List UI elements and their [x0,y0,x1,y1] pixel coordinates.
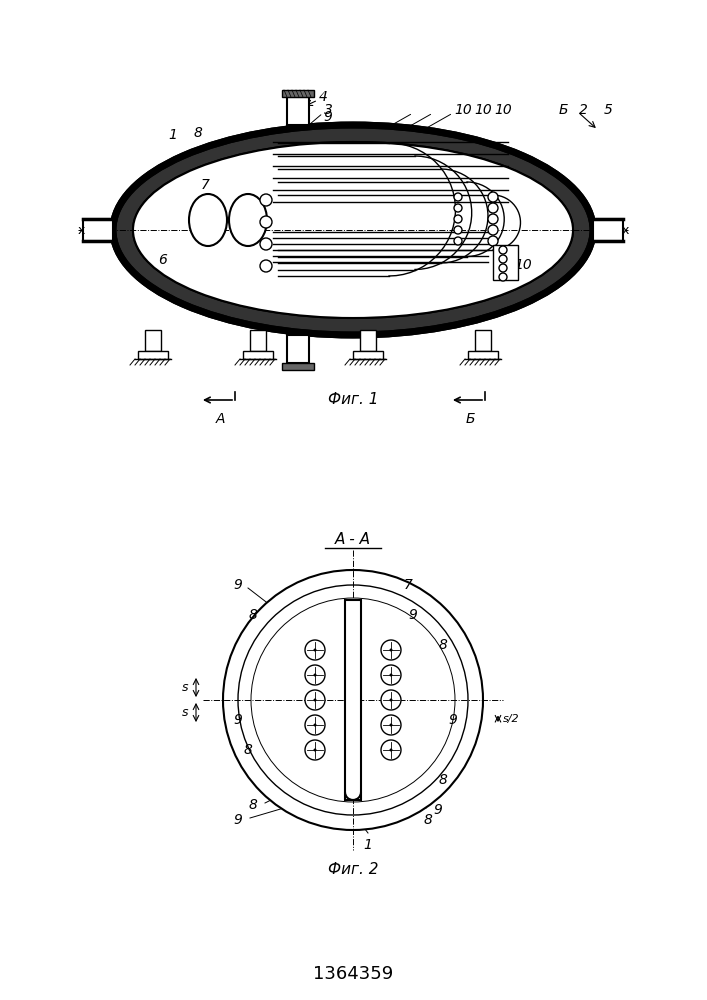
Circle shape [305,640,325,660]
Text: Фиг. 1: Фиг. 1 [328,392,378,408]
Text: 8: 8 [438,638,448,652]
Text: x: x [621,224,629,236]
Text: 1: 1 [363,838,373,852]
Circle shape [390,748,392,752]
Bar [493,245,518,280]
Text: 2: 2 [578,103,588,117]
Circle shape [454,237,462,245]
Circle shape [313,648,317,652]
Text: 8: 8 [194,126,202,140]
Circle shape [499,255,507,263]
Circle shape [260,194,272,206]
Bar [345,600,361,800]
Ellipse shape [133,142,573,318]
Circle shape [260,216,272,228]
Text: x: x [77,224,85,236]
Text: 7: 7 [201,178,209,192]
Text: 3: 3 [324,103,332,117]
Circle shape [454,204,462,212]
Text: 10: 10 [454,103,472,117]
Circle shape [305,715,325,735]
Circle shape [260,260,272,272]
Text: 9: 9 [409,608,417,622]
Circle shape [305,690,325,710]
Text: 7: 7 [404,578,412,592]
Text: s: s [182,706,188,719]
Text: Фиг. 2: Фиг. 2 [328,862,378,878]
Bar [287,97,309,125]
Text: 10: 10 [514,258,532,272]
Ellipse shape [113,125,593,335]
Bar [475,330,491,351]
Text: 8: 8 [244,743,252,757]
Circle shape [488,214,498,224]
Circle shape [313,724,317,726]
Text: 1364359: 1364359 [313,965,393,983]
Bar [138,351,168,359]
Bar [282,363,314,370]
Circle shape [454,226,462,234]
Text: 9: 9 [448,713,457,727]
Circle shape [313,674,317,676]
Text: 1: 1 [168,128,177,142]
Circle shape [381,640,401,660]
Circle shape [305,665,325,685]
Circle shape [260,238,272,250]
Circle shape [454,215,462,223]
Ellipse shape [229,194,267,246]
Text: s/2: s/2 [503,714,520,724]
Text: 5: 5 [604,103,612,117]
Circle shape [499,264,507,272]
Text: 8: 8 [438,773,448,787]
Circle shape [313,698,317,702]
Bar [360,330,376,351]
Text: 8: 8 [423,813,433,827]
Text: A - A: A - A [335,532,371,548]
Text: 9: 9 [324,110,332,124]
Bar [145,330,161,351]
Text: 9: 9 [433,803,443,817]
Circle shape [488,236,498,246]
Bar [353,351,383,359]
Ellipse shape [133,142,573,318]
Circle shape [390,698,392,702]
Circle shape [488,192,498,202]
Text: A: A [215,412,225,426]
Bar [468,351,498,359]
Text: 8: 8 [249,798,257,812]
Circle shape [488,203,498,213]
Bar [243,351,273,359]
Bar [250,330,266,351]
Text: 10: 10 [494,103,512,117]
Circle shape [223,570,483,830]
Text: Б: Б [559,103,568,117]
Circle shape [381,740,401,760]
Circle shape [499,273,507,281]
Text: s: s [182,681,188,694]
Bar [593,219,623,241]
Text: 9: 9 [233,713,243,727]
Text: Б: Б [465,412,474,426]
Text: 8: 8 [249,608,257,622]
Text: 6: 6 [158,253,168,267]
Circle shape [381,715,401,735]
Circle shape [390,674,392,676]
Bar [287,335,309,363]
Circle shape [390,648,392,652]
Text: 10: 10 [474,103,492,117]
Circle shape [499,246,507,254]
Circle shape [313,748,317,752]
Circle shape [381,665,401,685]
Circle shape [381,690,401,710]
Circle shape [390,724,392,726]
Ellipse shape [189,194,227,246]
Text: 9: 9 [233,578,243,592]
Bar [282,90,314,97]
Circle shape [488,225,498,235]
Text: 9: 9 [233,813,243,827]
Circle shape [454,193,462,201]
Text: 4: 4 [319,90,327,104]
Bar [83,219,113,241]
Circle shape [305,740,325,760]
